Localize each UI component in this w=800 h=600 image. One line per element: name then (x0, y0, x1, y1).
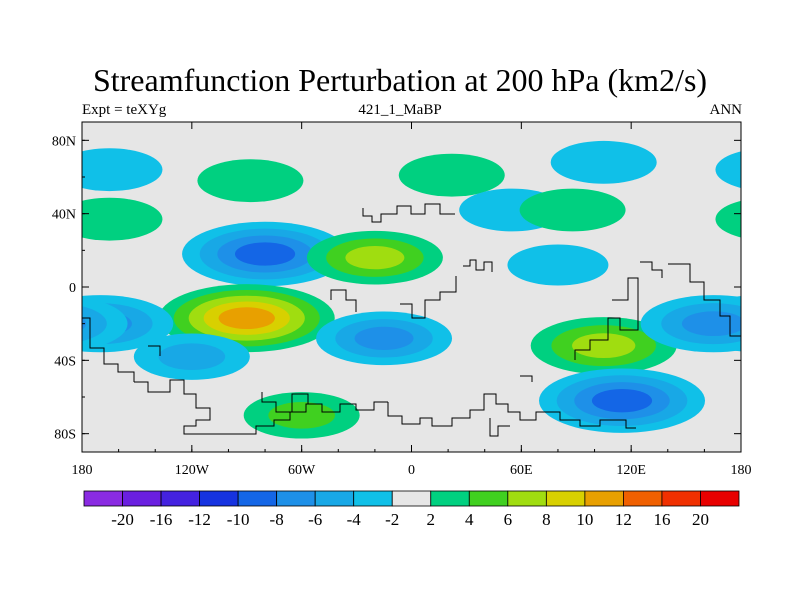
colorbar-label: 2 (427, 510, 436, 529)
contour-fill-1-0 (197, 159, 304, 203)
colorbar-swatch (623, 490, 663, 507)
colorbar-swatch (122, 490, 162, 507)
contour-fill-layer (82, 140, 741, 439)
colorbar-label: -4 (347, 510, 362, 529)
colorbar-label: 8 (542, 510, 551, 529)
coastline-antarctic-peninsula (261, 392, 309, 413)
colorbar-label: 16 (653, 510, 670, 529)
coastline-australia-west (574, 277, 639, 360)
colorbar-label: -2 (385, 510, 399, 529)
colorbar-swatch (507, 490, 547, 507)
colorbar-label: 12 (615, 510, 632, 529)
contour-fill-17-3 (591, 388, 653, 413)
contour-fill-12-2 (354, 326, 414, 350)
colorbar-swatch (353, 490, 393, 507)
lon-tick-label: 120E (616, 463, 646, 478)
lat-tick-label: 80N (52, 134, 76, 149)
season-label: ANN (709, 102, 743, 118)
case-label: 421_1_MaBP (358, 102, 442, 118)
coastline-south-america-west (148, 345, 161, 356)
colorbar-swatch (276, 490, 316, 507)
contour-fill-9-0 (550, 140, 657, 184)
contour-fill-wrap-0-0 (715, 151, 741, 188)
colorbar-label: 10 (576, 510, 593, 529)
contour-fill-wrap-14-2 (82, 317, 87, 330)
colorbar-swatch (468, 490, 509, 507)
coastline-southern-ocean-west (134, 379, 388, 435)
coastline-pacific-islands (520, 375, 533, 382)
coastline-south-africa (400, 276, 457, 319)
contour-fill-wrap-14-1 (82, 306, 107, 342)
contour-fill-wrap-3-0 (715, 200, 741, 238)
lat-tick-label: 0 (69, 281, 76, 296)
colorbar-label: -6 (308, 510, 322, 529)
experiment-label: Expt = teXYg (82, 102, 167, 118)
coastline-layer (82, 203, 741, 437)
lon-tick-label: 180 (731, 463, 752, 478)
colorbar-swatch (391, 490, 432, 507)
coastline-east-antarctica (489, 418, 510, 437)
contour-fill-7-0 (398, 153, 505, 197)
colorbar-swatch (83, 490, 123, 507)
contour-fill-0-0 (82, 148, 163, 192)
coastline-southern-ocean-east (387, 393, 636, 429)
colorbar-swatch (584, 490, 624, 507)
contour-fill-4-4 (218, 307, 275, 330)
contour-fill-15-1 (158, 343, 226, 371)
coastline-west-africa (330, 289, 357, 312)
colorbar-swatch (160, 490, 200, 507)
contour-fill-16-1 (268, 401, 336, 429)
lon-tick-label: 0 (408, 463, 415, 478)
coastline-south-america-east (82, 317, 135, 382)
contour-fill-11-0 (507, 244, 609, 286)
map-axes: 80N 40N 0 40S 80S 180 120W 60W 0 60E 120E 180 (52, 122, 752, 478)
coastline-indonesia (640, 261, 663, 278)
colorbar-label: -12 (188, 510, 211, 529)
contour-fill-6-2 (345, 246, 405, 270)
coastline-arabia (463, 259, 493, 272)
lon-tick-label: 120W (175, 463, 210, 478)
colorbar-swatch (545, 490, 586, 507)
lat-tick-label: 40S (54, 354, 76, 369)
lat-tick-label: 80S (54, 428, 76, 443)
contour-fill-2-3 (234, 242, 296, 266)
colorbar-label: -10 (227, 510, 250, 529)
contour-fill-14-2 (681, 311, 741, 337)
lon-tick-label: 180 (72, 463, 93, 478)
colorbar-swatch (199, 490, 239, 507)
coastline-north-africa-europe (362, 203, 455, 223)
lat-tick-label: 40N (52, 208, 76, 223)
colorbar-swatch (661, 490, 701, 507)
colorbar-swatch (430, 490, 470, 507)
plot-title: Streamfunction Perturbation at 200 hPa (… (92, 62, 708, 98)
contour-fill-3-0 (82, 197, 163, 241)
lon-tick-label: 60W (288, 463, 316, 478)
colorbar-swatch (314, 490, 355, 507)
colorbar-swatch (237, 490, 278, 507)
contour-fill-10-0 (519, 188, 626, 232)
contour-fill-13-2 (572, 333, 636, 359)
lon-tick-label: 60E (510, 463, 533, 478)
colorbar-label: 4 (465, 510, 474, 529)
coastline-australia-east (668, 263, 741, 337)
colorbar-swatch (700, 490, 740, 507)
colorbar-label: 6 (504, 510, 513, 529)
colorbar-label: -20 (111, 510, 134, 529)
colorbar-label: -8 (270, 510, 284, 529)
colorbar-label: -16 (150, 510, 173, 529)
colorbar: -20 -16 -12 -10 -8 -6 -4 -2 2 4 6 8 10 12 16 20 (83, 490, 740, 529)
colorbar-label: 20 (692, 510, 709, 529)
